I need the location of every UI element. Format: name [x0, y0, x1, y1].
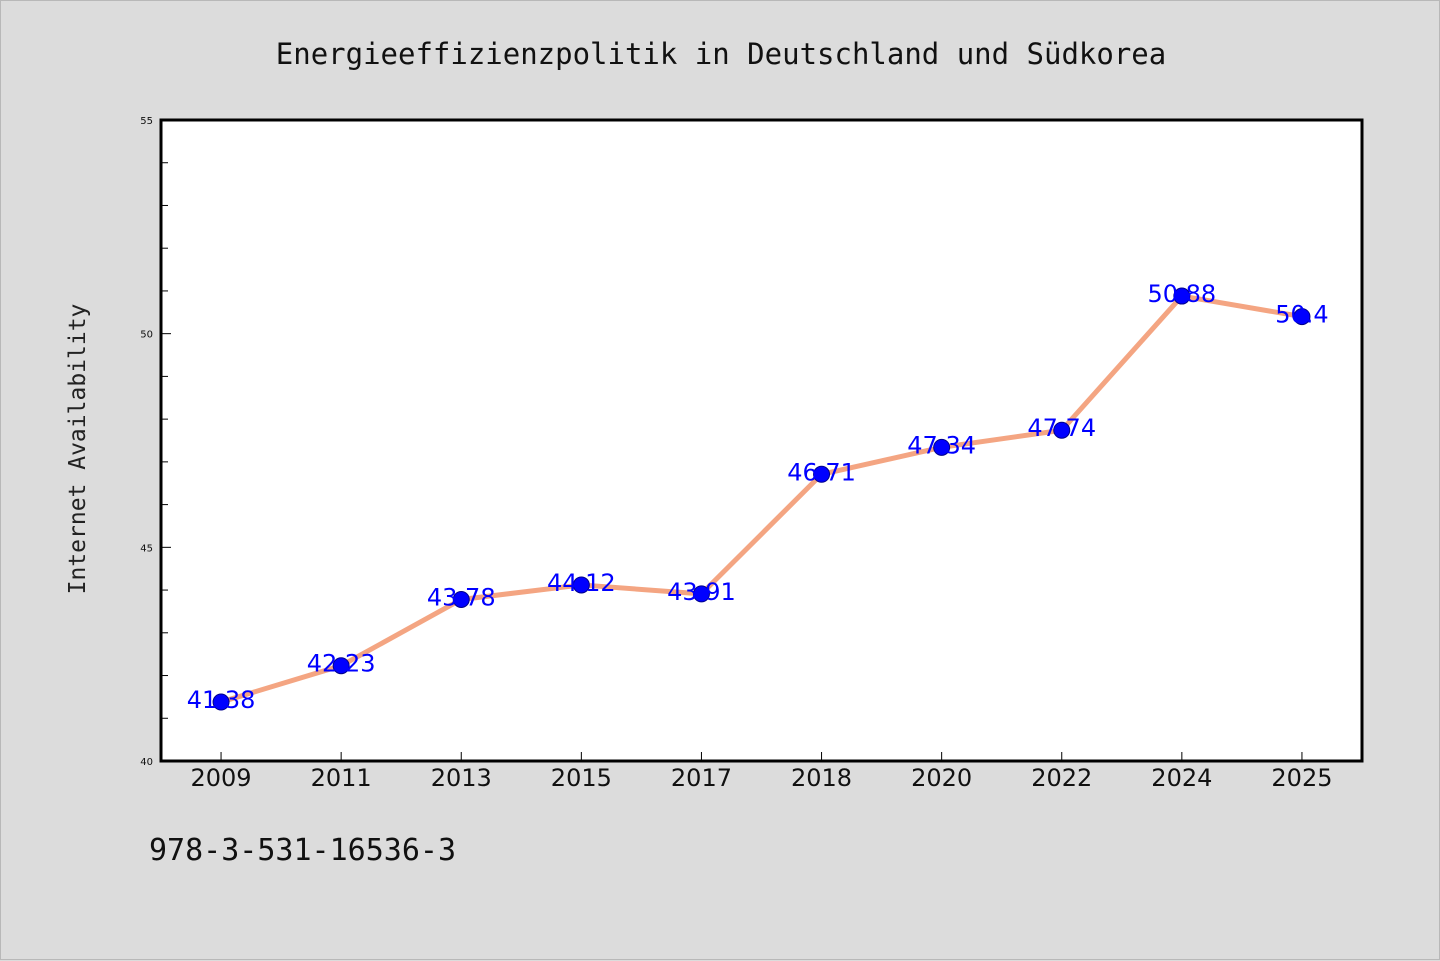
y-tick-label: 50 — [140, 330, 153, 341]
x-tick-label: 2024 — [1151, 764, 1212, 792]
data-point — [332, 657, 350, 675]
x-tick-label: 2009 — [191, 764, 252, 792]
x-tick-label: 2025 — [1271, 764, 1332, 792]
y-axis-label: Internet Availability — [65, 304, 91, 595]
data-point — [692, 585, 710, 603]
data-point — [1293, 308, 1311, 326]
data-point — [452, 590, 470, 608]
data-label: 47.34 — [907, 431, 976, 459]
data-label: 50.4 — [1275, 301, 1328, 329]
y-tick-label: 55 — [140, 116, 153, 127]
x-tick-label: 2018 — [791, 764, 852, 792]
data-label: 43.78 — [427, 583, 496, 611]
data-label: 41.38 — [187, 686, 256, 714]
data-label: 42.23 — [307, 650, 376, 678]
y-axis-ticks: 40 45 50 55 — [140, 116, 171, 768]
x-tick-label: 2013 — [431, 764, 492, 792]
y-tick-label: 45 — [140, 543, 153, 554]
footnote-isbn: 978-3-531-16536-3 — [149, 833, 457, 868]
data-label: 46.71 — [787, 458, 856, 486]
x-tick-label: 2015 — [551, 764, 612, 792]
data-point — [933, 438, 951, 456]
series-line — [218, 293, 1305, 705]
data-label: 50.88 — [1147, 280, 1216, 308]
data-label: 43.91 — [667, 578, 736, 606]
data-point — [572, 576, 590, 594]
data-point — [1173, 287, 1191, 305]
data-point — [212, 693, 230, 711]
y-tick-label: 40 — [140, 757, 153, 768]
data-point — [1053, 421, 1071, 439]
data-label: 47.74 — [1027, 414, 1096, 442]
x-tick-label: 2017 — [671, 764, 732, 792]
data-labels-group: 41.38 42.23 43.78 44.12 43.91 46.71 47.34 47.74… — [187, 280, 1329, 714]
x-tick-label: 2022 — [1031, 764, 1092, 792]
data-point — [813, 465, 831, 483]
chart-title: Energieeffizienzpolitik in Deutschland u… — [276, 37, 1166, 71]
series-line-group — [212, 287, 1311, 711]
x-tick-label: 2011 — [311, 764, 372, 792]
data-label: 44.12 — [547, 569, 616, 597]
x-tick-label: 2020 — [911, 764, 972, 792]
x-axis-ticks: 2009 2011 2013 2015 2017 2018 2020 2022 2024 2025 — [191, 752, 1332, 792]
